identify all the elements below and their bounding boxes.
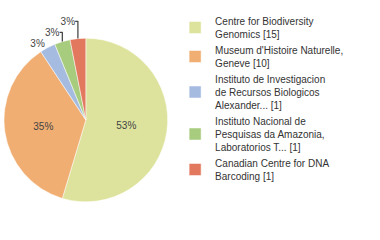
svg-text:Museum d'Histoire Naturelle,Ge: Museum d'Histoire Naturelle,Geneve [10] (215, 45, 343, 69)
svg-text:3%: 3% (30, 38, 45, 49)
svg-text:Instituto Nacional dePesquisas: Instituto Nacional dePesquisas da Amazon… (215, 116, 325, 153)
svg-text:Instituto de Investigacionde R: Instituto de Investigacionde Recursos Bi… (215, 74, 325, 111)
svg-text:Canadian Centre for DNABarcodi: Canadian Centre for DNABarcoding [1] (215, 158, 329, 182)
svg-text:53%: 53% (116, 120, 136, 131)
svg-text:3%: 3% (61, 16, 76, 27)
svg-text:3%: 3% (45, 27, 60, 38)
svg-text:Centre for BiodiversityGenomic: Centre for BiodiversityGenomics [15] (215, 16, 313, 40)
svg-text:35%: 35% (33, 121, 53, 132)
